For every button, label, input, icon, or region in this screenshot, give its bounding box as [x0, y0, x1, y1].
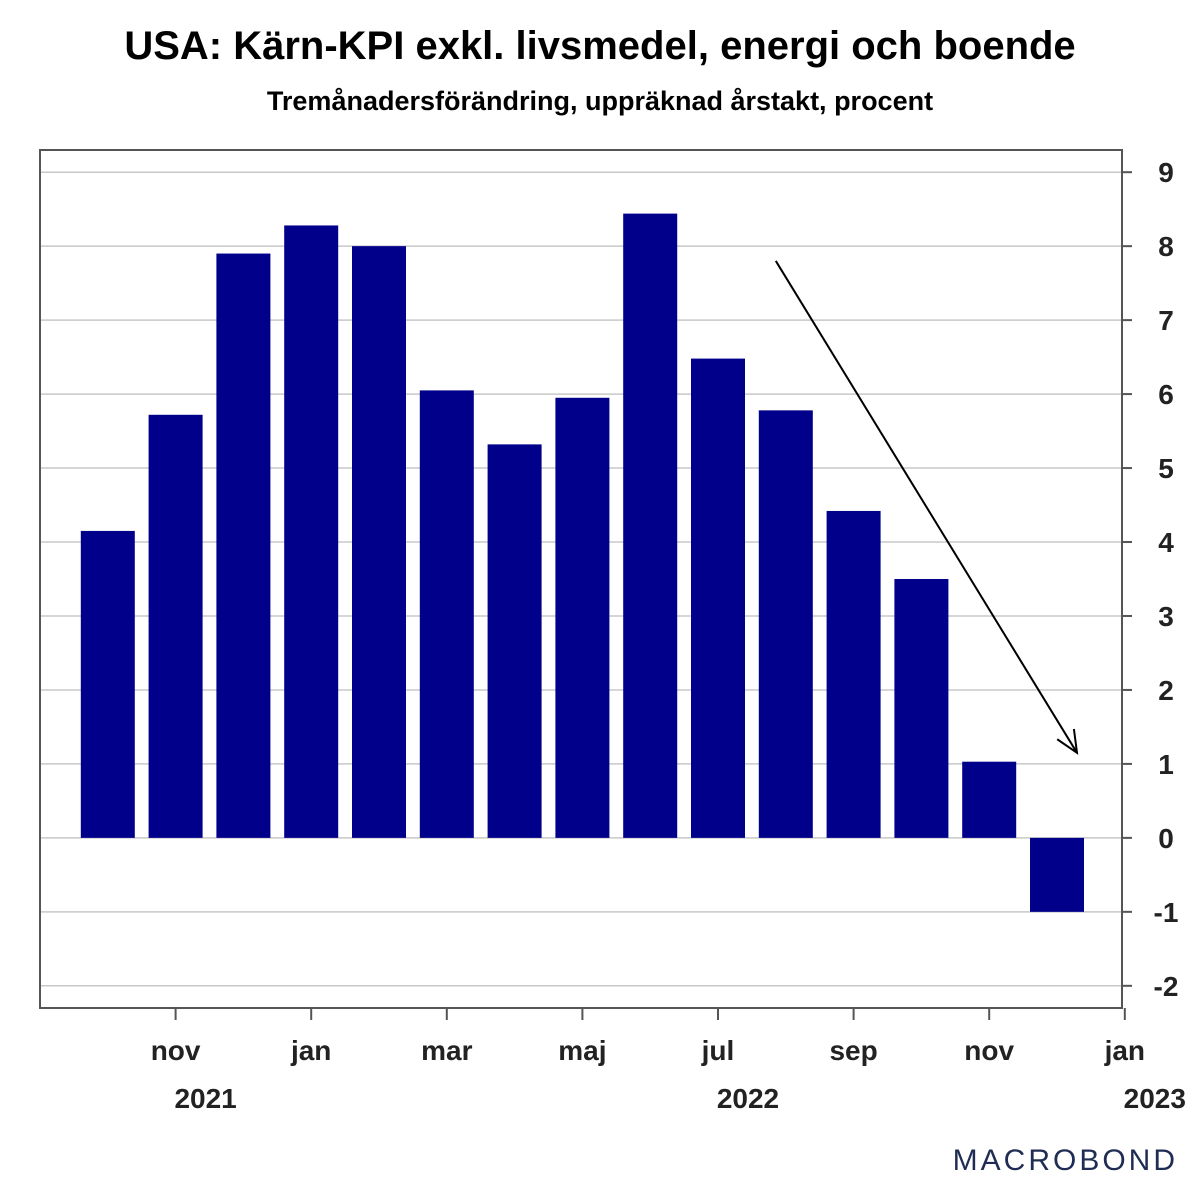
bar: [623, 213, 678, 838]
axis-labels: -2 -1 0 1 2 3 4 5 6 7 8 9 nov jan mar maj jul sep nov jan 20…: [151, 157, 1186, 1114]
bar: [216, 253, 271, 838]
x-tick-label: sep: [829, 1035, 877, 1066]
plot-frame: [39, 149, 1123, 1009]
year-label: 2022: [717, 1083, 779, 1114]
year-label: 2023: [1124, 1083, 1186, 1114]
y-tick-label: 6: [1158, 379, 1174, 410]
bar: [419, 390, 474, 838]
bar: [758, 410, 813, 838]
axis-ticks: [174, 171, 1132, 1020]
bar: [148, 414, 203, 838]
y-tick-label: 7: [1158, 305, 1174, 336]
x-tick-label: jan: [290, 1035, 331, 1066]
trend-arrow-head: [1056, 728, 1079, 755]
bar: [691, 358, 745, 838]
bar: [80, 530, 135, 838]
trend-arrow-line: [774, 260, 1078, 754]
chart-title: USA: Kärn-KPI exkl. livsmedel, energi oc…: [124, 24, 1076, 68]
y-tick-label: 5: [1158, 453, 1174, 484]
x-tick-label: jan: [1104, 1035, 1145, 1066]
y-tick-label: 2: [1158, 675, 1174, 706]
macrobond-logo: MACROBOND: [952, 1144, 1178, 1177]
x-tick-label: maj: [558, 1035, 606, 1066]
y-tick-label: 0: [1158, 823, 1174, 854]
x-tick-label: nov: [964, 1035, 1014, 1066]
bar: [962, 761, 1017, 838]
bar: [826, 510, 881, 838]
bar: [1030, 837, 1084, 912]
x-tick-label: jul: [701, 1035, 735, 1066]
trend-arrow: [774, 260, 1079, 755]
bar: [555, 397, 610, 838]
y-tick-label: 9: [1158, 157, 1174, 188]
year-label: 2021: [174, 1083, 236, 1114]
chart-subtitle: Tremånadersförändring, uppräknad årstakt…: [266, 86, 934, 116]
x-tick-label: nov: [151, 1035, 201, 1066]
bar: [487, 444, 542, 838]
bar: [284, 225, 339, 838]
bars: [80, 213, 1084, 912]
y-tick-label: 4: [1158, 527, 1174, 558]
y-tick-label: 8: [1158, 231, 1174, 262]
y-tick-label: 3: [1158, 601, 1174, 632]
y-tick-label: -1: [1154, 897, 1179, 928]
bar: [352, 246, 406, 838]
y-tick-label: 1: [1158, 749, 1174, 780]
x-tick-label: mar: [421, 1035, 472, 1066]
y-tick-label: -2: [1154, 971, 1179, 1002]
bar: [894, 579, 949, 838]
